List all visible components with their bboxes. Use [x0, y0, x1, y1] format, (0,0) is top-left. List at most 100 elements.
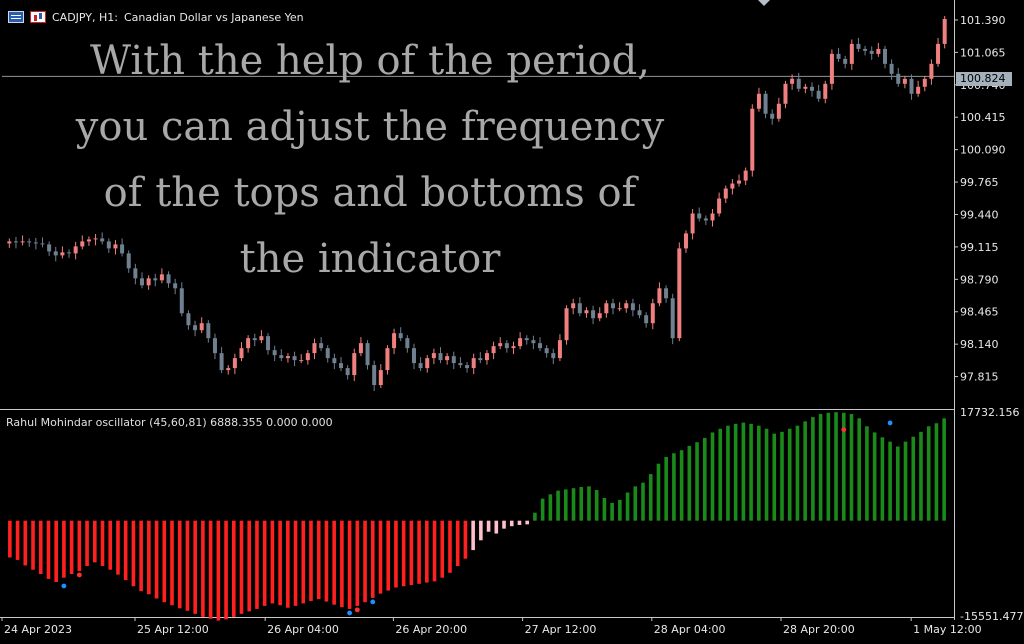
candle-body [637, 310, 642, 316]
candle-body [478, 358, 483, 361]
histogram-bar [695, 442, 699, 521]
candle-body [319, 343, 324, 349]
histogram-bar [201, 520, 205, 617]
oscillator-signal-dot [841, 427, 847, 433]
candle-body [100, 238, 105, 242]
candle-body [212, 338, 217, 354]
histogram-bar [888, 441, 892, 521]
price-tick-label: 99.115 [960, 241, 999, 254]
candle-body [80, 241, 85, 247]
candle-body [624, 303, 629, 309]
histogram-bar [440, 520, 445, 578]
candle-body [849, 43, 854, 64]
candle-body [670, 298, 675, 339]
histogram-bar [286, 520, 290, 608]
candle-body [518, 338, 523, 347]
histogram-bar [92, 520, 97, 563]
candle-body [591, 310, 596, 319]
candle-body [325, 348, 330, 359]
candle-body [710, 213, 715, 221]
current-price-tag: 100.824 [956, 72, 1012, 86]
price-tick-label: 98.790 [960, 273, 999, 286]
histogram-bar [15, 520, 20, 560]
candle-body [557, 340, 562, 359]
histogram-bar [247, 520, 252, 612]
histogram-bar [880, 437, 885, 521]
oscillator-signal-dot [347, 610, 352, 616]
histogram-bar [301, 520, 306, 604]
candle-body [577, 303, 582, 314]
histogram-bar [548, 494, 553, 521]
histogram-bar [533, 512, 537, 521]
symbol-menu-icon[interactable] [8, 11, 24, 23]
candle-body [703, 218, 708, 221]
candle-body [299, 360, 304, 362]
histogram-bar [919, 431, 923, 521]
candle-body [266, 336, 271, 351]
candle-body [763, 93, 768, 114]
histogram-bar [332, 520, 336, 605]
candle-body [902, 78, 907, 84]
histogram-bar [486, 520, 491, 532]
candle-body [717, 198, 722, 214]
histogram-bar [726, 425, 730, 521]
time-tick-label: 26 Apr 20:00 [395, 623, 467, 636]
candle-body [252, 338, 257, 341]
candle-body [246, 338, 251, 349]
candle-body [471, 358, 476, 369]
candle-body [730, 183, 735, 189]
histogram-bar [594, 490, 599, 521]
candle-body [259, 336, 264, 341]
histogram-bar [579, 486, 584, 521]
histogram-bar [54, 520, 58, 582]
candle-body [843, 58, 848, 64]
candle-body [869, 50, 874, 54]
candle-body [431, 353, 436, 359]
shift-marker-icon[interactable] [758, 0, 770, 6]
timeframe-icon[interactable] [30, 11, 46, 23]
histogram-bar [764, 428, 769, 521]
symbol-description: Canadian Dollar vs Japanese Yen [124, 10, 304, 24]
histogram-bar [525, 520, 529, 525]
candle-body [173, 283, 178, 289]
histogram-bar [100, 520, 105, 567]
histogram-bar [811, 417, 815, 521]
candle-body [33, 242, 38, 244]
candle-body [73, 246, 78, 254]
candle-body [418, 363, 423, 369]
histogram-bar [432, 520, 437, 582]
histogram-bar [239, 520, 244, 614]
candle-body [285, 356, 290, 359]
candle-body [378, 370, 383, 386]
candle-body [690, 213, 695, 234]
candle-body [20, 241, 25, 243]
histogram-bar [672, 453, 676, 521]
histogram-bar [664, 456, 668, 521]
histogram-bar [193, 520, 197, 614]
candle-body [929, 63, 934, 79]
histogram-bar [463, 520, 468, 559]
candle-body [909, 78, 914, 94]
candle-body [120, 244, 125, 254]
candle-body [7, 241, 12, 244]
histogram-bar [648, 474, 653, 521]
overlay-line-3: of the tops and bottoms of [103, 170, 637, 216]
histogram-bar [85, 520, 89, 567]
candle-body [372, 365, 377, 386]
candle-body [677, 248, 682, 339]
candle-body [113, 244, 118, 249]
histogram-bar [942, 418, 946, 521]
oscillator-signal-dot [354, 607, 360, 613]
candle-body [776, 103, 781, 119]
candle-body [465, 365, 470, 369]
oscillator-signal-dot [370, 599, 376, 605]
histogram-bar [587, 486, 591, 521]
candle-body [916, 86, 921, 94]
candle-body [737, 180, 742, 184]
candle-body [816, 90, 821, 99]
candle-body [305, 353, 310, 361]
candle-body [272, 350, 277, 356]
histogram-bar [177, 520, 182, 609]
